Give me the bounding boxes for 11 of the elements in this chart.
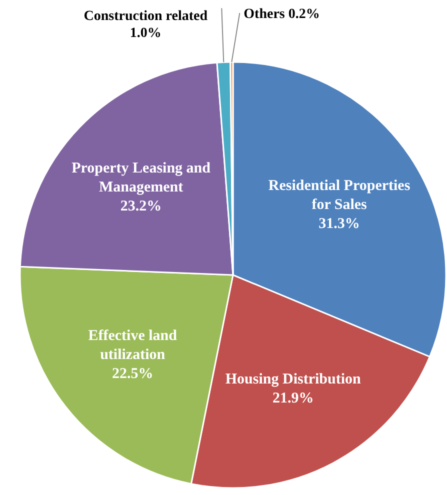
- slice-label: Effective land utilization: [88, 328, 178, 364]
- slice-label: Property Leasing and Management: [72, 160, 212, 196]
- data-label: 22.5%: [112, 366, 154, 382]
- data-label: 23.2%: [120, 198, 162, 214]
- slice-label: Residential Properties for Sales: [268, 178, 410, 214]
- data-label: 1.0%: [130, 26, 162, 42]
- slice-label: Others 0.2%: [244, 7, 320, 22]
- data-label: 31.3%: [318, 216, 360, 232]
- slice-label: Construction related: [84, 9, 208, 24]
- data-label: 21.9%: [272, 390, 314, 406]
- slice-label: Housing Distribution: [225, 371, 362, 388]
